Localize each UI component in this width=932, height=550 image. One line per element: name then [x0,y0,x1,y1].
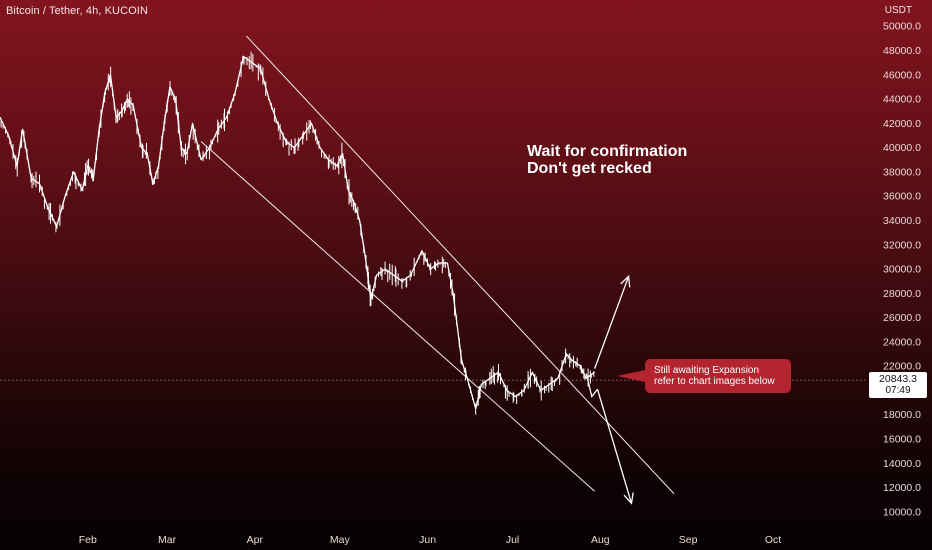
callout-line-2: refer to chart images below [654,376,775,387]
x-tick-label: Aug [591,534,610,546]
y-tick-label: 48000.0 [883,45,921,57]
x-tick-label: May [330,534,351,546]
symbol-title: Bitcoin / Tether, 4h, KUCOIN [6,5,148,17]
y-tick-label: 22000.0 [883,361,921,373]
y-tick-label: 34000.0 [883,215,921,227]
y-tick-label: 32000.0 [883,239,921,251]
y-tick-label: 42000.0 [883,118,921,130]
last-price-badge: 20843.3 07:49 [869,372,927,398]
projection-arrow-head [623,492,634,505]
candle-countdown: 07:49 [885,385,911,396]
x-tick-label: Mar [158,534,177,546]
last-price-value: 20843.3 [879,373,917,385]
channel-line [200,141,595,492]
y-tick-label: 40000.0 [883,142,921,154]
callout-line-1: Still awaiting Expansion [654,365,760,376]
callout-pointer [617,370,645,382]
y-tick-label: 28000.0 [883,288,921,300]
x-tick-label: Oct [765,534,781,546]
price-axis[interactable]: 10000.012000.014000.016000.018000.020000… [883,21,921,519]
y-tick-label: 46000.0 [883,69,921,81]
x-tick-label: Apr [247,534,264,546]
time-axis[interactable]: Feb Mar Apr May Jun Jul Aug Sep Oct [79,534,782,546]
y-tick-label: 16000.0 [883,434,921,446]
series-layer [0,51,596,415]
y-tick-label: 50000.0 [883,21,921,33]
y-tick-label: 26000.0 [883,312,921,324]
x-tick-label: Feb [79,534,97,546]
breakdown-mark [585,373,598,398]
x-tick-label: Jul [506,534,519,546]
y-tick-label: 14000.0 [883,458,921,470]
y-tick-label: 18000.0 [883,409,921,421]
headline-line-1: Wait for confirmation [527,143,688,160]
currency-label: USDT [884,5,912,16]
headline-annotation[interactable]: Wait for confirmation Don't get recked [527,143,687,177]
y-tick-label: 44000.0 [883,94,921,106]
projection-arrow-shaft [596,389,633,504]
y-tick-label: 12000.0 [883,482,921,494]
y-tick-label: 38000.0 [883,166,921,178]
y-tick-label: 30000.0 [883,264,921,276]
channel-layer[interactable] [200,35,675,494]
projection-arrow-shaft [594,276,630,369]
y-tick-label: 36000.0 [883,191,921,203]
headline-line-2: Don't get recked [527,160,652,177]
x-tick-label: Jun [419,534,436,546]
x-tick-label: Sep [679,534,698,546]
projection-arrow-head [620,274,631,288]
channel-line [245,35,675,494]
callout-annotation[interactable]: Still awaiting Expansion refer to chart … [645,359,791,393]
price-series-line [0,55,596,410]
y-tick-label: 10000.0 [883,506,921,518]
arrow-layer[interactable] [585,274,634,505]
y-tick-label: 24000.0 [883,336,921,348]
